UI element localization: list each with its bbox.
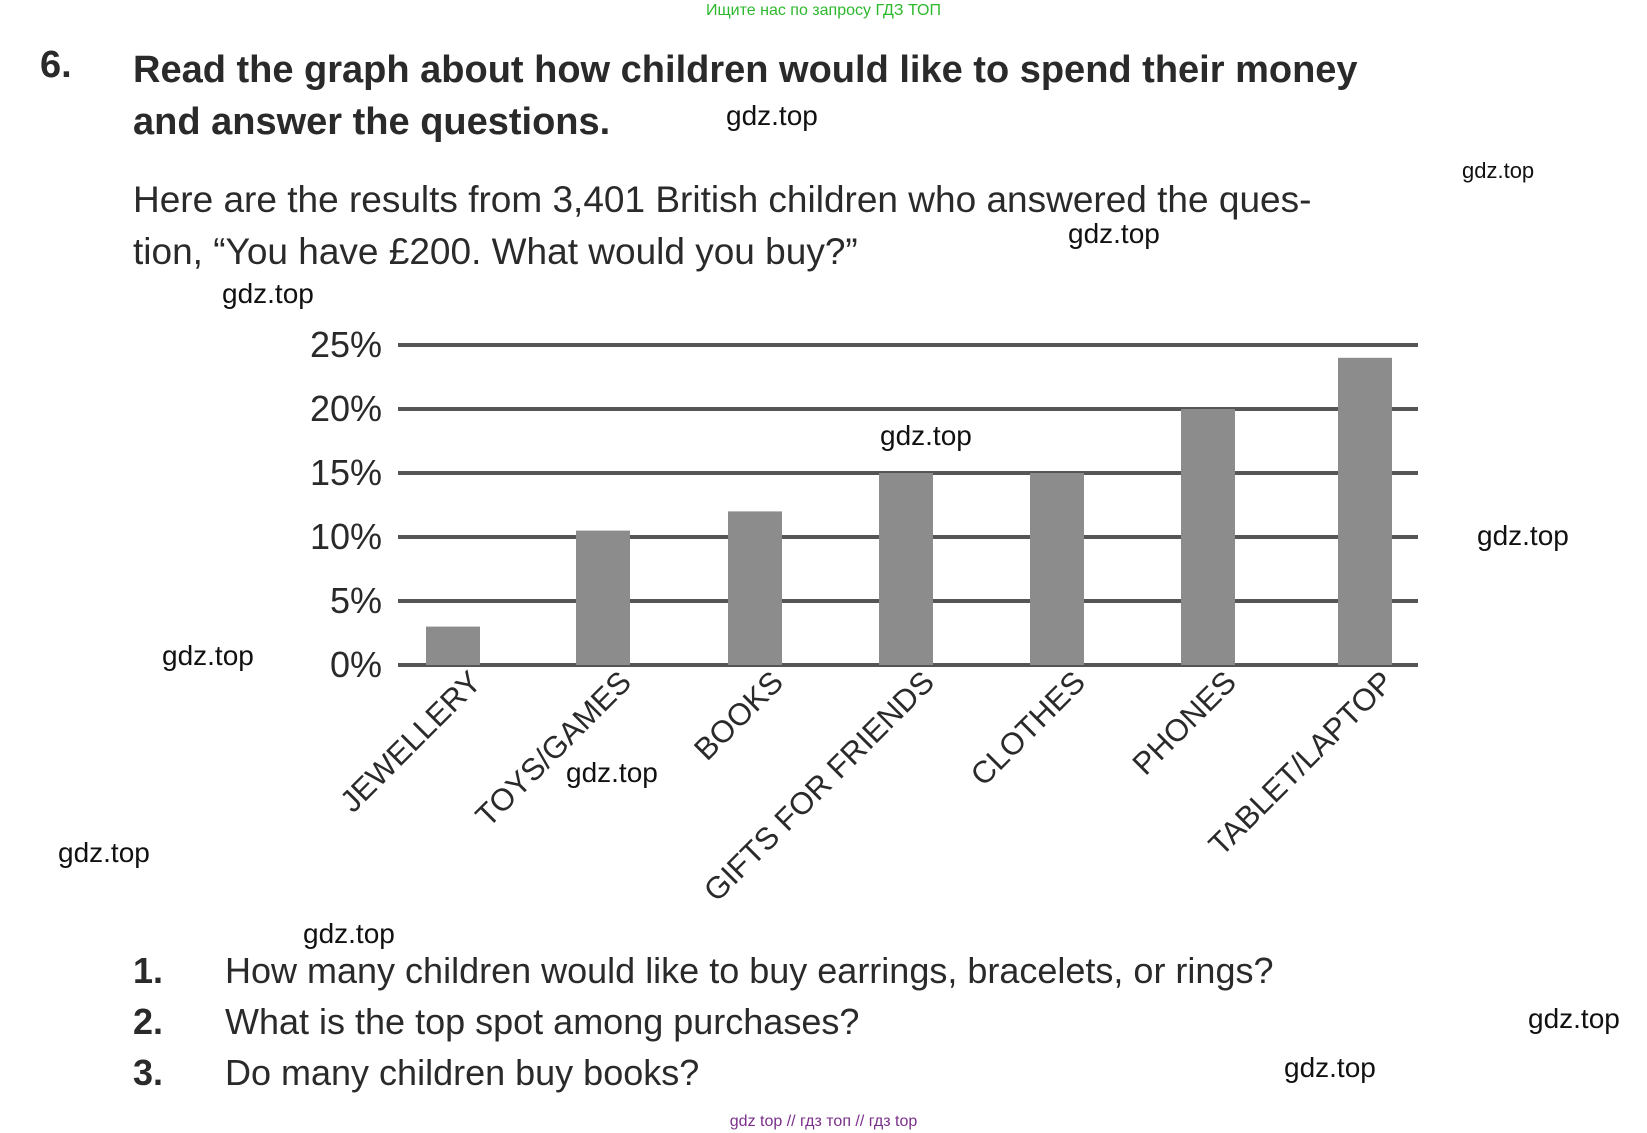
watermark: gdz.top [726, 100, 818, 131]
top-banner[interactable]: Ищите нас по запросу ГДЗ ТОП [706, 2, 941, 19]
question-text: How many children would like to buy earr… [225, 950, 1274, 991]
x-tick-label: TOYS/GAMES [469, 664, 638, 833]
y-tick-label: 15% [310, 452, 382, 493]
exercise-number: 6. [40, 44, 72, 86]
y-tick-label: 20% [310, 388, 382, 429]
question-number: 1. [133, 950, 164, 991]
y-tick-label: 25% [310, 324, 382, 365]
exercise-intro-line1: Here are the results from 3,401 British … [133, 179, 1312, 220]
question-number: 2. [133, 1001, 164, 1042]
x-tick-label: PHONES [1126, 664, 1243, 781]
y-tick-label: 0% [330, 644, 382, 685]
bar [576, 530, 630, 665]
watermark: gdz.top [1477, 520, 1569, 551]
bar [728, 511, 782, 665]
question-text: What is the top spot among purchases? [225, 1001, 860, 1042]
watermark: gdz.top [566, 757, 658, 788]
exercise-intro: Here are the results from 3,401 British … [133, 174, 1311, 278]
exercise-title-line1: Read the graph about how children would … [133, 49, 1358, 91]
x-tick-label: CLOTHES [964, 664, 1092, 792]
watermark: gdz.top [58, 837, 150, 868]
watermark: gdz.top [222, 278, 314, 309]
exercise-title: Read the graph about how children would … [133, 44, 1358, 148]
question-number: 3. [133, 1052, 164, 1093]
x-tick-label: JEWELLERY [333, 664, 488, 819]
x-tick-label: BOOKS [687, 664, 790, 767]
watermark: gdz.top [1462, 158, 1535, 183]
watermark: gdz.top [880, 420, 972, 451]
exercise-intro-line2: tion, “You have £200. What would you buy… [133, 231, 858, 272]
watermark: gdz.top [303, 918, 395, 949]
bar [426, 626, 480, 665]
y-tick-label: 5% [330, 580, 382, 621]
bottom-banner[interactable]: gdz top // гдз топ // гдз top [729, 1113, 918, 1130]
bar [1181, 409, 1235, 665]
bar [879, 473, 933, 665]
watermark: gdz.top [162, 640, 254, 671]
watermark: gdz.top [1284, 1052, 1376, 1083]
watermark: gdz.top [1068, 218, 1160, 249]
question-text: Do many children buy books? [225, 1052, 700, 1093]
bar [1338, 357, 1392, 665]
watermark: gdz.top [1528, 1003, 1620, 1034]
exercise-title-line2: and answer the questions. [133, 101, 611, 143]
y-tick-label: 10% [310, 516, 382, 557]
bar [1030, 473, 1084, 665]
